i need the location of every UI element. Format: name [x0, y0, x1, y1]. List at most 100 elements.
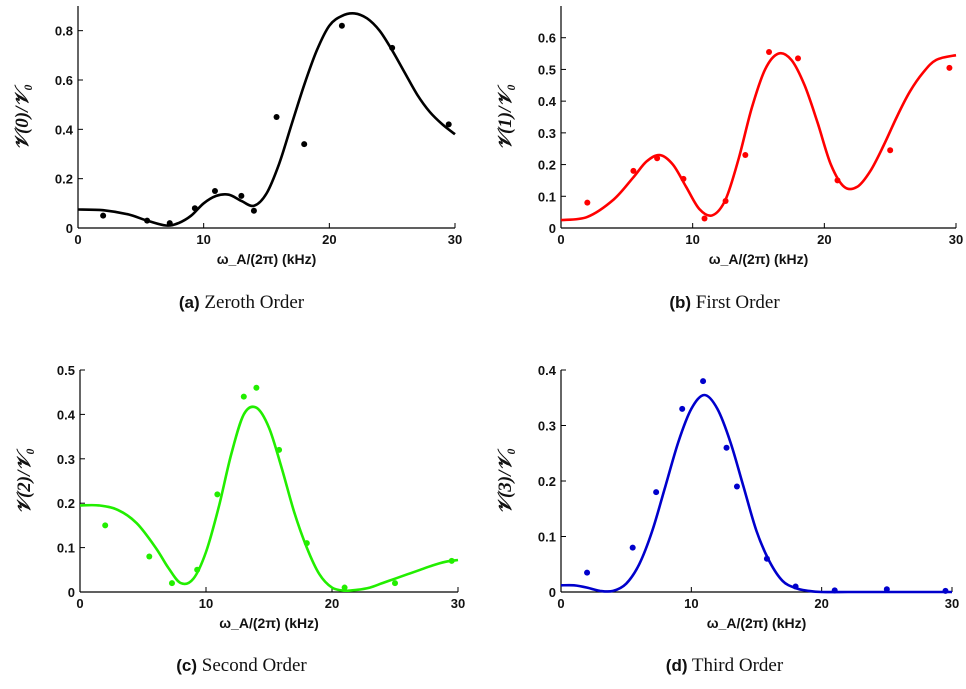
panel-b: 0 10 20 30 0 0.1 0.2 0.3 0.4 0.5 0.6 ω_A/(2π) (kHz)…: [483, 0, 966, 344]
x-tick-label: 30: [949, 232, 963, 247]
data-point: [795, 55, 801, 62]
y-tick-label: 0.4: [538, 94, 557, 109]
x-axis-label: ω_A/(2π) (kHz): [217, 251, 317, 267]
y-tick-label: 0.6: [538, 31, 556, 46]
y-tick-label: 0.8: [55, 24, 73, 39]
data-point: [834, 177, 841, 184]
x-tick-label: 30: [945, 596, 959, 611]
x-tick-label: 20: [325, 596, 339, 611]
y-tick-label: 0.3: [57, 452, 75, 467]
y-tick-label: 0.4: [538, 363, 557, 378]
data-point: [191, 205, 198, 212]
panel-c: 0 10 20 30 0 0.1 0.2 0.3 0.4 0.5 ω_A/(2π) (kHz) 𝒱(2…: [0, 345, 483, 689]
data-point: [742, 152, 749, 159]
data-point: [831, 587, 838, 594]
data-point: [722, 198, 729, 205]
x-tick-label: 10: [196, 232, 210, 247]
x-tick-label: 30: [451, 596, 465, 611]
data-point: [679, 405, 686, 412]
caption-tag: (a): [178, 293, 200, 312]
data-point: [253, 384, 260, 391]
chart-d: 0 10 20 30 0 0.1 0.2 0.3 0.4 ω_A/(2π) (kHz) 𝒱(3)/𝒱…: [495, 363, 959, 631]
caption-a: (a) Zeroth Order: [0, 292, 483, 314]
caption-tag: (b): [669, 293, 692, 312]
data-point: [723, 444, 730, 451]
fit-curve: [560, 51, 957, 222]
y-tick-label: 0: [549, 221, 556, 236]
data-point: [654, 155, 661, 162]
x-tick-label: 20: [322, 232, 336, 247]
y-tick-label: 0.6: [55, 73, 73, 88]
caption-c: (c) Second Order: [0, 655, 483, 677]
data-point: [887, 147, 894, 154]
y-tick-label: 0.1: [57, 541, 75, 556]
data-point: [389, 44, 396, 51]
data-point: [240, 393, 247, 400]
x-tick-label: 10: [199, 596, 213, 611]
chart-a: 0 10 20 30 0 0.2 0.4 0.6 0.8 ω_A/(2π) (kHz) 𝒱(0)/𝒱…: [12, 6, 462, 267]
data-point: [766, 48, 773, 55]
data-point: [341, 584, 348, 591]
caption-tag: (c): [176, 656, 198, 675]
x-axis-label: ω_A/(2π) (kHz): [707, 615, 807, 631]
data-point: [883, 586, 890, 593]
data-point: [273, 114, 280, 120]
y-axis-label: 𝒱(1)/𝒱₀: [495, 84, 516, 150]
data-point: [942, 587, 949, 594]
data-point: [102, 522, 109, 529]
y-tick-label: 0: [549, 585, 556, 600]
y-tick-label: 0.5: [57, 363, 75, 378]
data-point: [238, 192, 245, 199]
y-tick-label: 0.2: [538, 474, 556, 489]
data-point: [166, 220, 173, 227]
caption-text: Zeroth Order: [204, 292, 305, 313]
data-point: [792, 583, 799, 590]
x-tick-label: 0: [74, 232, 81, 247]
y-tick-label: 0.3: [538, 126, 556, 141]
x-tick-label: 0: [557, 596, 564, 611]
data-point: [301, 141, 308, 148]
data-point: [144, 217, 151, 224]
data-point: [448, 557, 455, 564]
data-point: [630, 167, 637, 174]
chart-b: 0 10 20 30 0 0.1 0.2 0.3 0.4 0.5 0.6 ω_A/(2π) (kHz)…: [495, 6, 963, 267]
chart-c: 0 10 20 30 0 0.1 0.2 0.3 0.4 0.5 ω_A/(2π) (kHz) 𝒱(2…: [14, 363, 465, 631]
y-tick-label: 0.2: [57, 496, 75, 511]
caption-d: (d) Third Order: [483, 655, 966, 677]
data-point: [763, 555, 770, 562]
y-tick-label: 0.5: [538, 62, 556, 77]
y-axis-label: 𝒱(2)/𝒱₀: [14, 448, 35, 514]
fit-curve: [77, 12, 456, 227]
data-point: [211, 188, 218, 194]
data-point: [303, 540, 310, 547]
caption-text: Third Order: [691, 655, 784, 676]
y-axis-label: 𝒱(0)/𝒱₀: [12, 84, 33, 150]
x-tick-label: 10: [685, 232, 699, 247]
data-point: [214, 491, 221, 498]
data-point: [584, 199, 591, 206]
data-point: [680, 175, 687, 182]
y-tick-label: 0.4: [57, 407, 76, 422]
panel-d: 0 10 20 30 0 0.1 0.2 0.3 0.4 ω_A/(2π) (kHz) 𝒱(3)/𝒱…: [483, 345, 966, 689]
data-point: [194, 566, 201, 573]
data-point: [653, 489, 660, 496]
data-point: [100, 212, 107, 219]
caption-text: First Order: [695, 292, 780, 313]
data-point: [338, 22, 345, 29]
data-point: [168, 580, 175, 587]
data-point: [701, 215, 708, 222]
y-tick-label: 0.2: [55, 172, 73, 187]
data-point: [392, 580, 398, 587]
fit-curve: [79, 405, 459, 593]
data-point: [250, 207, 257, 214]
caption-tag: (d): [665, 656, 688, 675]
y-tick-label: 0.4: [55, 122, 74, 137]
x-tick-label: 30: [448, 232, 462, 247]
data-point: [733, 483, 740, 490]
x-tick-label: 20: [814, 596, 828, 611]
x-tick-label: 10: [684, 596, 698, 611]
caption-text: Second Order: [201, 655, 307, 676]
caption-b: (b) First Order: [483, 292, 966, 314]
data-point: [584, 569, 591, 576]
y-tick-label: 0: [68, 585, 75, 600]
